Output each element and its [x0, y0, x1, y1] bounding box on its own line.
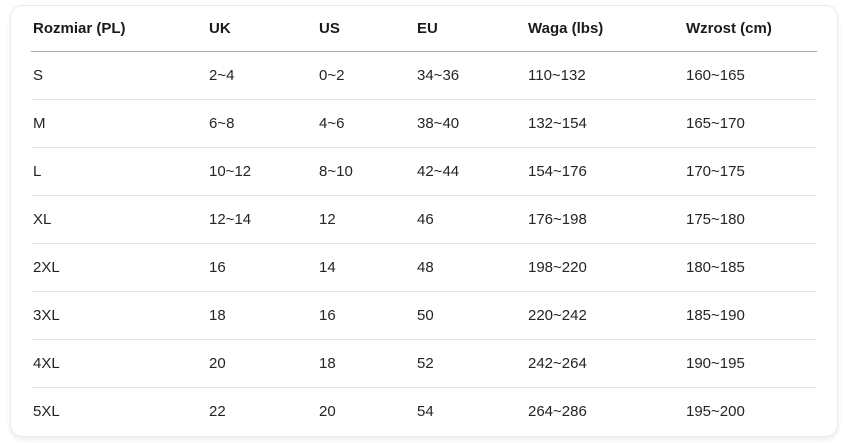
table-cell: 34~36 — [415, 51, 526, 100]
table-cell: 2~4 — [207, 51, 317, 100]
column-header-us: US — [317, 6, 415, 52]
table-body: S 2~4 0~2 34~36 110~132 160~165 M 6~8 4~6 38~40 13… — [31, 51, 817, 436]
table-cell: 54 — [417, 403, 434, 420]
table-cell: 242~264 — [526, 339, 684, 388]
table-cell: 48 — [415, 243, 526, 292]
table-cell: 42~44 — [415, 147, 526, 196]
column-header-wzrost: Wzrost (cm) — [684, 6, 817, 52]
table-cell: 180~185 — [684, 243, 817, 292]
table-cell: 175~180 — [684, 195, 817, 244]
table-cell: 195~200 — [686, 403, 745, 420]
table-cell: 8~10 — [317, 147, 415, 196]
table-cell: 4~6 — [317, 99, 415, 148]
table-cell: 16 — [207, 243, 317, 292]
size-chart-card: Rozmiar (PL) UK US EU Waga (lbs) Wzrost … — [10, 5, 838, 437]
size-label-cell: XL — [31, 195, 207, 244]
table-cell: 220~242 — [526, 291, 684, 340]
table-cell: 160~165 — [684, 51, 817, 100]
table-cell: 12~14 — [207, 195, 317, 244]
table-cell: 18 — [317, 339, 415, 388]
size-label-cell: M — [31, 99, 207, 148]
table-cell: 12 — [317, 195, 415, 244]
table-cell: 132~154 — [526, 99, 684, 148]
table-cell: 185~190 — [684, 291, 817, 340]
table-cell: 52 — [415, 339, 526, 388]
column-header-rozmiar: Rozmiar (PL) — [31, 6, 207, 52]
size-chart-table: Rozmiar (PL) UK US EU Waga (lbs) Wzrost … — [31, 6, 817, 435]
table-cell: 176~198 — [526, 195, 684, 244]
table-row: S 2~4 0~2 34~36 110~132 160~165 — [31, 51, 817, 100]
table-row: 3XL 18 16 50 220~242 185~190 — [31, 291, 817, 340]
table-cell: 110~132 — [526, 51, 684, 100]
column-header-eu: EU — [415, 6, 526, 52]
table-row: 2XL 16 14 48 198~220 180~185 — [31, 243, 817, 292]
table-cell: 18 — [207, 291, 317, 340]
table-cell: 50 — [415, 291, 526, 340]
size-label-cell: L — [31, 147, 207, 196]
header-row: Rozmiar (PL) UK US EU Waga (lbs) Wzrost … — [31, 6, 817, 52]
table-cell: 6~8 — [207, 99, 317, 148]
table-cell: 20 — [319, 403, 336, 420]
size-label-cell: S — [31, 51, 207, 100]
size-label-cell: 3XL — [31, 291, 207, 340]
size-label-cell: 5XL — [33, 403, 60, 420]
table-cell: 10~12 — [207, 147, 317, 196]
size-label-cell: 4XL — [31, 339, 207, 388]
table-cell: 16 — [317, 291, 415, 340]
table-cell: 14 — [317, 243, 415, 292]
column-header-waga: Waga (lbs) — [526, 6, 684, 52]
table-cell: 264~286 — [528, 403, 587, 420]
table-cell: 154~176 — [526, 147, 684, 196]
table-cell: 170~175 — [684, 147, 817, 196]
table-row: XL 12~14 12 46 176~198 175~180 — [31, 195, 817, 244]
table-row: 4XL 20 18 52 242~264 190~195 — [31, 339, 817, 388]
table-row: M 6~8 4~6 38~40 132~154 165~170 — [31, 99, 817, 148]
table-cell: 198~220 — [526, 243, 684, 292]
table-cell: 22 — [209, 403, 226, 420]
table-cell: 38~40 — [415, 99, 526, 148]
table-cell: 20 — [207, 339, 317, 388]
table-cell: 0~2 — [317, 51, 415, 100]
table-row: L 10~12 8~10 42~44 154~176 170~175 — [31, 147, 817, 196]
table-cell: 165~170 — [684, 99, 817, 148]
table-cell: 46 — [415, 195, 526, 244]
size-label-cell: 2XL — [31, 243, 207, 292]
table-cell: 190~195 — [684, 339, 817, 388]
table-row: 5XL 22 20 54 264~286 195~200 — [31, 388, 817, 436]
column-header-uk: UK — [207, 6, 317, 52]
